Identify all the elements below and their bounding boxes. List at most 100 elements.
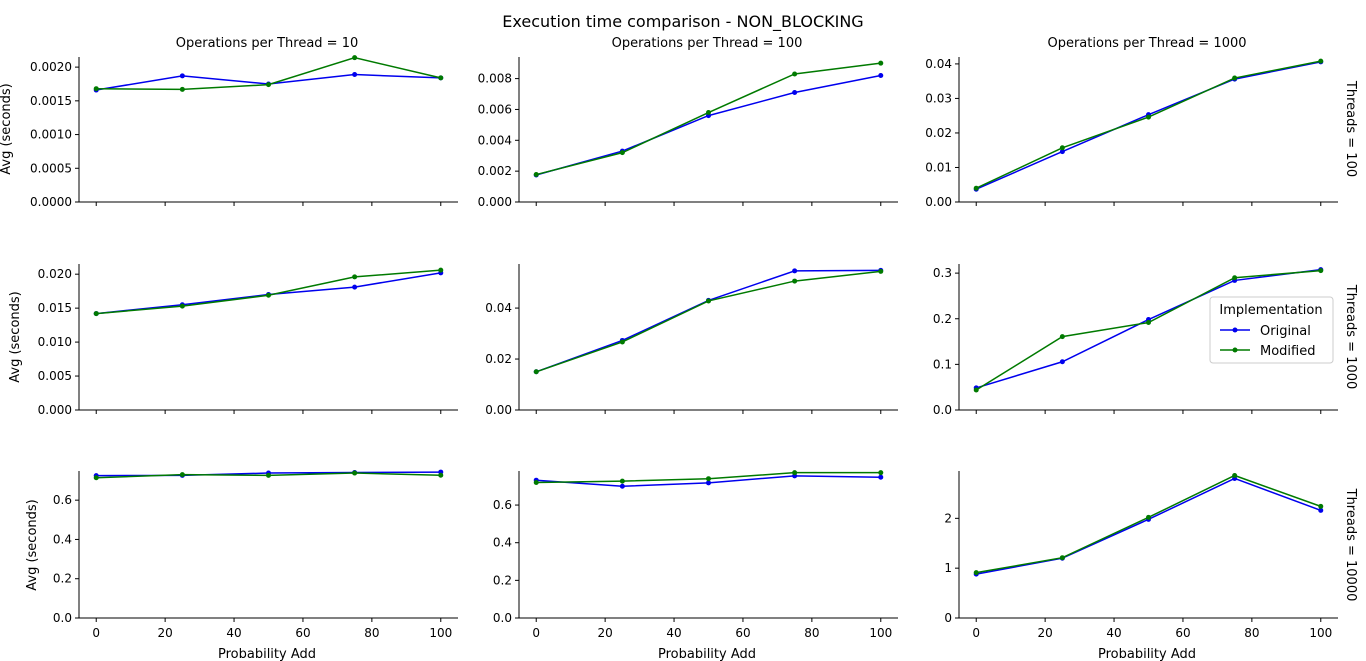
- series-line-modified: [975, 60, 1321, 189]
- x-tick-label: 100: [1309, 626, 1332, 640]
- x-tick-label: 100: [429, 626, 452, 640]
- x-tick-label: 40: [226, 626, 241, 640]
- y-tick-label: 0.0010: [30, 128, 72, 142]
- x-tick-label: 80: [1244, 626, 1259, 640]
- data-point-modified: [438, 267, 444, 273]
- y-tick-label: 0.000: [38, 403, 72, 417]
- y-tick-label: 0.6: [493, 498, 512, 512]
- series-line-original: [535, 269, 881, 373]
- data-point-original: [1318, 507, 1324, 513]
- series-line-modified: [96, 269, 441, 315]
- y-tick-label: 0.01: [925, 160, 952, 174]
- x-tick-label: 40: [1106, 626, 1121, 640]
- data-point-modified: [706, 476, 711, 482]
- y-tick-label: 0.0000: [30, 195, 72, 209]
- series-line-modified: [976, 474, 1322, 574]
- y-tick-label: 0.02: [925, 126, 952, 140]
- data-point-modified: [706, 298, 711, 304]
- x-tick-label: 0: [532, 626, 540, 640]
- x-axis-label: Probability Add: [658, 647, 756, 661]
- data-point-modified: [973, 185, 979, 191]
- series-line-original: [975, 61, 1321, 190]
- y-tick-label: 0.0: [933, 403, 952, 417]
- row-title: Threads = 10000: [1343, 488, 1358, 602]
- legend: Implementation Original Modified: [1209, 296, 1334, 364]
- x-tick-label: 60: [1175, 626, 1190, 640]
- data-point-modified: [1146, 320, 1151, 326]
- y-tick-label: 0.2: [933, 312, 952, 326]
- series-line-modified: [536, 62, 881, 176]
- x-tick-label: 0: [972, 626, 980, 640]
- data-point-modified: [706, 110, 711, 116]
- y-tick-label: 0.04: [925, 57, 952, 71]
- data-point-modified: [93, 311, 99, 317]
- y-tick-label: 0.00: [485, 403, 512, 417]
- legend-marker-modified: [1232, 347, 1238, 353]
- y-tick-label: 0.1: [933, 357, 952, 371]
- data-point-modified: [266, 292, 271, 298]
- data-point-original: [179, 73, 185, 79]
- subplot: 0.0 0.2 0.4 0.6 0 20 40 60 80 100: [53, 469, 458, 640]
- data-point-original: [792, 268, 798, 274]
- y-axis-label: Avg (seconds): [25, 499, 40, 591]
- data-point-original: [878, 474, 884, 480]
- data-point-modified: [1232, 75, 1238, 81]
- subplot: 0.0 0.1 0.2 0.3: [933, 264, 1338, 417]
- data-point-modified: [619, 339, 625, 345]
- data-point-modified: [533, 479, 539, 485]
- data-point-modified: [179, 303, 185, 309]
- data-point-modified: [533, 172, 539, 178]
- data-point-original: [878, 73, 884, 79]
- y-tick-label: 0.02: [485, 352, 512, 366]
- data-point-modified: [179, 86, 185, 92]
- x-tick-label: 80: [364, 626, 379, 640]
- data-point-modified: [266, 82, 271, 88]
- x-axis-label: Probability Add: [1098, 647, 1196, 661]
- y-tick-label: 0: [944, 611, 952, 625]
- chart-title: Execution time comparison - NON_BLOCKING: [502, 12, 863, 32]
- column-title: Operations per Thread = 10: [176, 36, 358, 51]
- y-tick-label: 0.2: [53, 572, 72, 586]
- subplot: 0.0 0.2 0.4 0.6 0 20 40 60 80 100: [493, 470, 898, 640]
- x-tick-label: 40: [666, 626, 681, 640]
- subplot: 0.00 0.01 0.02 0.03 0.04: [925, 57, 1338, 209]
- data-point-modified: [619, 478, 625, 484]
- data-point-modified: [179, 472, 185, 478]
- row-title: Threads = 1000: [1343, 284, 1358, 389]
- data-point-modified: [792, 71, 798, 77]
- column-title: Operations per Thread = 1000: [1047, 36, 1246, 51]
- data-point-original: [706, 480, 711, 486]
- data-point-modified: [1146, 514, 1151, 520]
- data-point-original: [352, 284, 358, 290]
- data-point-original: [1059, 149, 1065, 155]
- data-point-modified: [878, 60, 884, 66]
- x-tick-label: 20: [1037, 626, 1052, 640]
- data-point-modified: [878, 268, 884, 274]
- x-tick-label: 20: [597, 626, 612, 640]
- data-point-modified: [1318, 58, 1324, 64]
- legend-label-original: Original: [1260, 324, 1311, 339]
- x-tick-label: 100: [869, 626, 892, 640]
- row-title: Threads = 100: [1343, 80, 1358, 177]
- y-tick-label: 0.0005: [30, 161, 72, 175]
- data-point-modified: [93, 475, 99, 481]
- y-tick-label: 0.000: [478, 195, 512, 209]
- data-point-modified: [266, 472, 271, 478]
- data-point-modified: [1059, 334, 1065, 340]
- legend-marker-original: [1232, 327, 1238, 333]
- data-point-modified: [1059, 555, 1065, 561]
- y-tick-label: 0.0020: [30, 60, 72, 74]
- y-tick-label: 0.4: [53, 532, 72, 546]
- series-line-original: [536, 74, 881, 176]
- y-tick-label: 0.005: [38, 369, 72, 383]
- data-point-modified: [973, 387, 979, 393]
- y-tick-label: 0.03: [925, 91, 952, 105]
- y-tick-label: 0.002: [478, 164, 512, 178]
- data-point-modified: [1318, 268, 1324, 274]
- series-line-original: [976, 477, 1322, 575]
- data-point-original: [352, 72, 358, 78]
- y-tick-label: 0.04: [485, 301, 512, 315]
- data-point-modified: [438, 472, 444, 478]
